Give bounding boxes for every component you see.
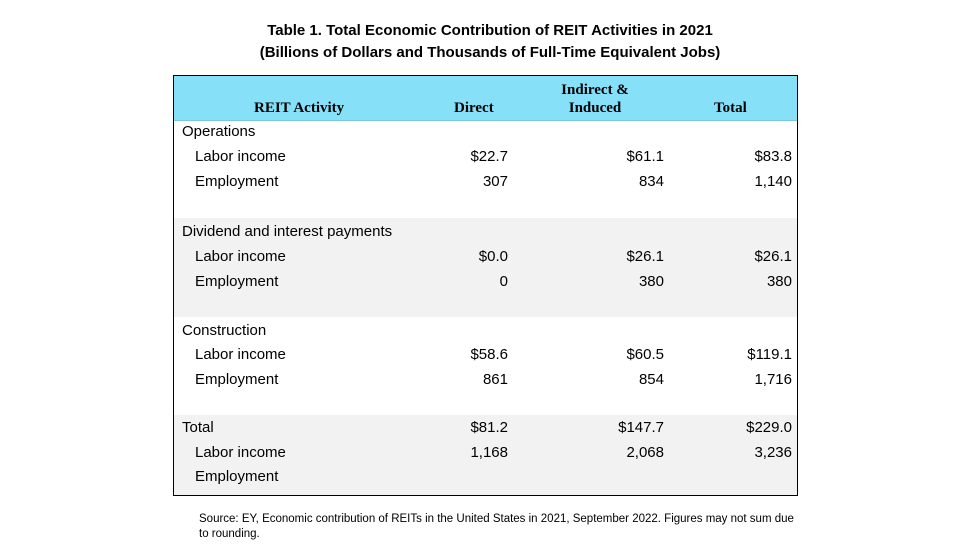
cell-total: $229.0: [746, 419, 792, 436]
cell-direct: 307: [482, 173, 508, 190]
table-row: Employment 307 834 1,140: [174, 170, 797, 194]
table-header: REIT Activity Direct Indirect & Induced …: [174, 76, 797, 121]
cell-indirect: 834: [638, 173, 664, 190]
title-line-2: (Billions of Dollars and Thousands of Fu…: [259, 44, 721, 61]
cell-total: 380: [766, 273, 792, 290]
row-label: Labor income: [195, 148, 286, 165]
cell-total: $26.1: [754, 248, 792, 265]
row-label: Employment: [195, 468, 279, 485]
cell-indirect: 380: [638, 273, 664, 290]
cell-total: $83.8: [754, 148, 792, 165]
data-table: REIT Activity Direct Indirect & Induced …: [173, 75, 798, 496]
table-row: Labor income $58.6 $60.5 $119.1: [174, 343, 797, 367]
cell-direct: 861: [482, 371, 508, 388]
cell-indirect: $60.5: [626, 346, 664, 363]
group-title: Operations: [182, 123, 256, 140]
cell-indirect: $61.1: [626, 148, 664, 165]
cell-total: $119.1: [747, 346, 792, 363]
group-title-row: Dividend and interest payments: [174, 220, 797, 244]
group-title: Total: [182, 419, 214, 436]
cell-direct: $22.7: [470, 148, 508, 165]
cell-direct: 1,168: [470, 444, 508, 461]
group-construction: Construction Labor income $58.6 $60.5 $1…: [174, 317, 797, 415]
group-title-row: Operations: [174, 120, 797, 144]
row-label: Employment: [195, 273, 279, 290]
cell-total: 1,716: [754, 371, 792, 388]
header-indirect: Indirect & Induced: [552, 81, 638, 117]
row-label: Labor income: [195, 248, 286, 265]
table-row: Labor income 1,168 2,068 3,236: [174, 441, 797, 465]
group-title: Dividend and interest payments: [182, 223, 393, 240]
row-label: Labor income: [195, 346, 286, 363]
cell-indirect: 854: [638, 371, 664, 388]
header-indirect-line2: Induced: [568, 100, 622, 116]
row-label: Employment: [195, 371, 279, 388]
cell-direct: $58.6: [470, 346, 508, 363]
cell-indirect: $147.7: [618, 419, 664, 436]
cell-total: 1,140: [754, 173, 792, 190]
header-direct: Direct: [454, 100, 494, 116]
group-title-row: Total $81.2 $147.7 $229.0: [174, 416, 797, 440]
table-row: Employment: [174, 465, 797, 489]
table-row: Labor income $0.0 $26.1 $26.1: [174, 245, 797, 269]
group-title: Construction: [182, 322, 267, 339]
table-row: Employment 0 380 380: [174, 270, 797, 294]
table-title: Table 1. Total Economic Contribution of …: [0, 20, 980, 64]
title-line-1: Table 1. Total Economic Contribution of …: [267, 22, 713, 39]
cell-total: 3,236: [754, 444, 792, 461]
table-row: Labor income $22.7 $61.1 $83.8: [174, 145, 797, 169]
cell-direct: 0: [499, 273, 508, 290]
group-total: Total $81.2 $147.7 $229.0 Labor income 1…: [174, 415, 797, 495]
row-label: Labor income: [195, 444, 286, 461]
header-indirect-line1: Indirect &: [561, 82, 629, 98]
row-label: Employment: [195, 173, 279, 190]
cell-direct: $81.2: [470, 419, 508, 436]
group-title-row: Construction: [174, 319, 797, 343]
cell-indirect: 2,068: [626, 444, 664, 461]
group-dividend: Dividend and interest payments Labor inc…: [174, 218, 797, 317]
cell-indirect: $26.1: [626, 248, 664, 265]
header-total: Total: [714, 100, 747, 116]
table-row: Employment 861 854 1,716: [174, 368, 797, 392]
cell-direct: $0.0: [478, 248, 508, 265]
header-activity: REIT Activity: [254, 100, 345, 116]
source-note: Source: EY, Economic contribution of REI…: [199, 513, 794, 540]
group-operations: Operations Labor income $22.7 $61.1 $83.…: [174, 120, 797, 218]
